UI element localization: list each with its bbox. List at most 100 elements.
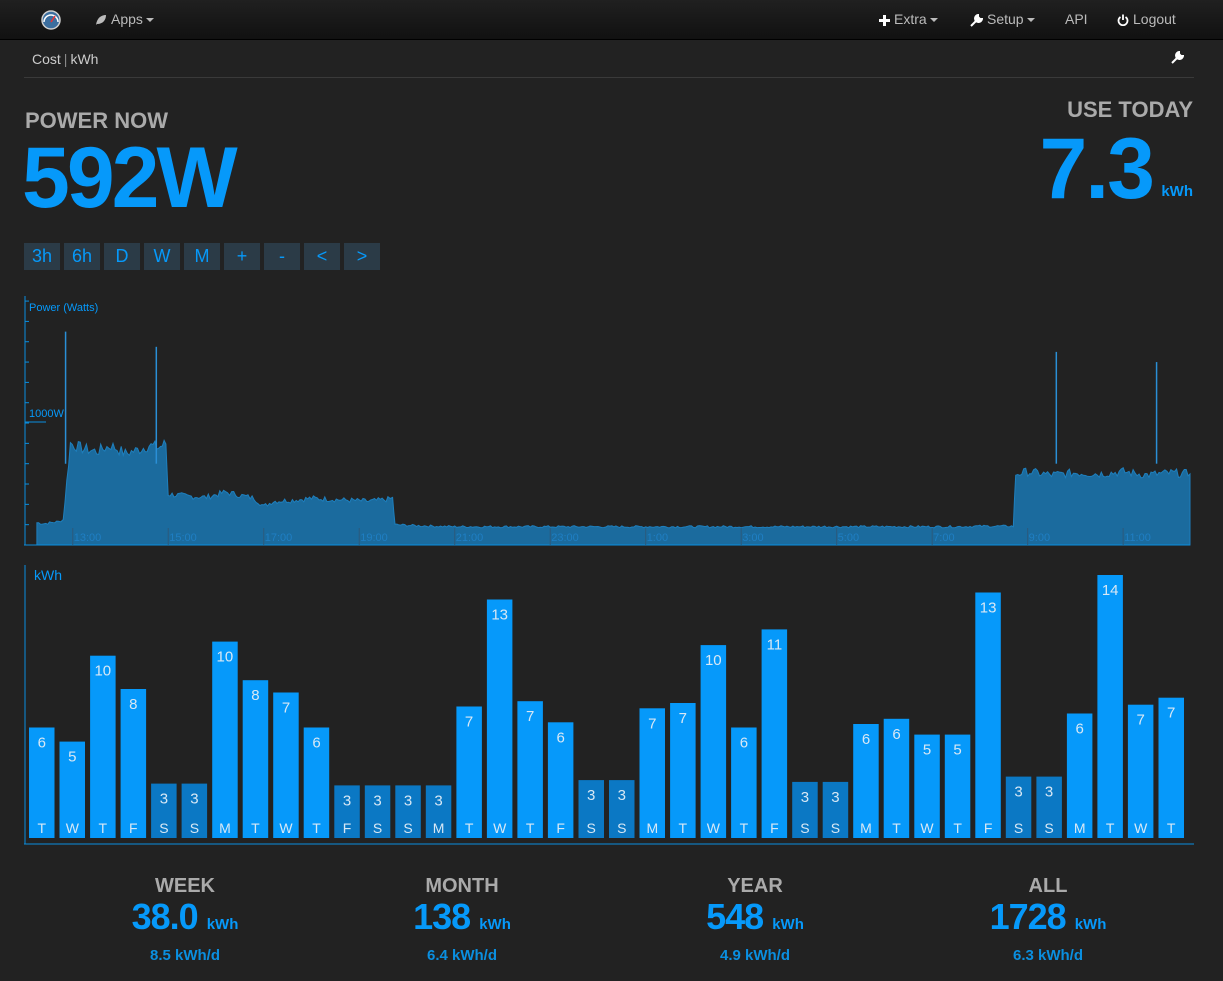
kwh-bar[interactable] — [120, 689, 147, 838]
kwh-bar[interactable] — [761, 629, 788, 838]
setup-menu-label: Setup — [987, 11, 1024, 27]
kwh-bar[interactable] — [1005, 776, 1032, 838]
range-6h-button[interactable]: 6h — [64, 243, 100, 270]
range-week-button[interactable]: W — [144, 243, 180, 270]
kwh-bar[interactable] — [273, 692, 299, 839]
kwh-bar[interactable] — [639, 708, 666, 838]
kwh-bar[interactable] — [914, 734, 940, 838]
range-day-button[interactable]: D — [104, 243, 140, 270]
kwh-bar[interactable] — [334, 785, 360, 838]
kwh-bar[interactable] — [303, 727, 330, 839]
kwh-bar[interactable] — [975, 592, 1001, 839]
power-chart[interactable]: Power (Watts) 1000W 13:00 15:00 17:00 19:00… — [24, 296, 1194, 546]
kwh-bar-value-label: 8 — [251, 687, 259, 704]
plus-icon — [879, 14, 890, 26]
kwh-bar-day-label: S — [159, 820, 168, 836]
summary-week-per-day: 8.5 kWh/d — [149, 947, 220, 964]
kwh-bar[interactable] — [425, 785, 452, 838]
wrench-icon — [1171, 50, 1185, 64]
home-logo-button[interactable] — [40, 0, 62, 39]
kwh-bar-day-label: M — [860, 820, 872, 836]
kwh-bar-value-label: 5 — [923, 742, 931, 759]
power-x-tick-label: 5:00 — [838, 532, 859, 544]
extra-menu[interactable]: Extra — [879, 0, 938, 39]
kwh-bar[interactable] — [486, 599, 513, 839]
kwh-bar-day-label: F — [129, 820, 138, 836]
kwh-bar[interactable] — [578, 780, 605, 838]
kwh-bar[interactable] — [364, 785, 391, 838]
kwh-bar-value-label: 3 — [1045, 784, 1053, 801]
kwh-bar-value-label: 7 — [1137, 712, 1145, 729]
apps-menu-label: Apps — [111, 11, 143, 27]
summary-week-value-row: 38.0 kWh — [75, 897, 295, 945]
apps-menu[interactable]: Apps — [95, 0, 154, 39]
kwh-bar-value-label: 3 — [434, 792, 442, 809]
range-3h-button[interactable]: 3h — [24, 243, 60, 270]
power-x-tick-label: 23:00 — [551, 532, 579, 544]
kwh-bar[interactable] — [29, 727, 55, 839]
kwh-bar[interactable] — [700, 645, 727, 838]
kwh-bar[interactable] — [151, 783, 177, 838]
power-x-tick-label: 3:00 — [742, 532, 763, 544]
kwh-bar[interactable] — [547, 722, 574, 838]
kwh-bar-value-label: 7 — [526, 708, 534, 725]
kwh-bar-value-label: 3 — [343, 792, 351, 809]
power-x-tick-label: 9:00 — [1029, 532, 1050, 544]
range-month-button[interactable]: M — [184, 243, 220, 270]
kwh-bar-value-label: 7 — [282, 700, 290, 717]
kwh-bar-value-label: 6 — [38, 735, 46, 752]
kwh-bar[interactable] — [59, 741, 86, 838]
kwh-bar[interactable] — [670, 703, 696, 838]
kwh-link[interactable]: kWh — [70, 51, 99, 67]
kwh-bar[interactable] — [609, 780, 635, 838]
power-y-axis-label: Power (Watts) — [29, 302, 98, 314]
config-button[interactable] — [1171, 50, 1185, 69]
kwh-bar[interactable] — [1127, 704, 1154, 838]
kwh-bar[interactable] — [517, 701, 543, 838]
kwh-bar[interactable] — [853, 724, 879, 838]
summary-week: WEEK 38.0 kWh 8.5 kWh/d — [75, 875, 295, 967]
power-x-tick-label: 17:00 — [265, 532, 293, 544]
kwh-bar[interactable] — [212, 641, 238, 838]
kwh-bar[interactable] — [242, 680, 269, 838]
cost-link[interactable]: Cost — [32, 51, 61, 67]
api-link[interactable]: API — [1065, 11, 1088, 27]
kwh-bar[interactable] — [1036, 776, 1062, 838]
kwh-bar-chart[interactable]: kWh 6 T 5 W 10 T 8 F 3 S 3 S 10 M 8 T 7 W 6 T 3 F 3 S 3 S 3 M 7 T 13 W 7… — [24, 565, 1194, 847]
kwh-bar[interactable] — [822, 781, 849, 838]
kwh-bar[interactable] — [944, 734, 971, 838]
kwh-bar[interactable] — [456, 706, 482, 839]
breadcrumb-text: Cost | kWh — [32, 51, 98, 67]
kwh-bar[interactable] — [395, 785, 421, 838]
summary-month-unit: kWh — [479, 916, 511, 933]
kwh-bar-day-label: S — [403, 820, 412, 836]
use-today-value: 7.3 — [1039, 121, 1155, 217]
kwh-bar[interactable] — [883, 718, 910, 838]
setup-menu[interactable]: Setup — [970, 0, 1035, 39]
kwh-bar-value-label: 8 — [129, 696, 137, 713]
kwh-bar[interactable] — [792, 781, 818, 838]
kwh-bar[interactable] — [1158, 697, 1185, 838]
kwh-bar-value-label: 6 — [862, 731, 870, 748]
kwh-bar[interactable] — [90, 655, 116, 838]
logout-link[interactable]: Logout — [1117, 0, 1176, 39]
summary-year-per-day: 4.9 kWh/d — [719, 947, 790, 964]
kwh-bar-day-label: M — [646, 820, 658, 836]
kwh-bar-value-label: 3 — [160, 791, 168, 808]
zoom-out-button[interactable]: - — [264, 243, 300, 270]
kwh-bar-day-label: W — [493, 820, 507, 836]
breadcrumb-separator: | — [63, 51, 68, 67]
kwh-bar-value-label: 10 — [217, 649, 234, 666]
kwh-bar-value-label: 6 — [312, 735, 320, 752]
zoom-in-button[interactable]: + — [224, 243, 260, 270]
use-today-label: USE TODAY — [1067, 97, 1193, 122]
kwh-bar-day-label: T — [465, 820, 474, 836]
kwh-bar-value-label: 3 — [373, 792, 381, 809]
kwh-bar-day-label: S — [587, 820, 596, 836]
pan-left-button[interactable]: < — [304, 243, 340, 270]
kwh-bar[interactable] — [181, 783, 208, 838]
kwh-bar[interactable] — [731, 727, 757, 839]
pan-right-button[interactable]: > — [344, 243, 380, 270]
kwh-bar[interactable] — [1066, 713, 1093, 839]
kwh-bar[interactable] — [1097, 575, 1123, 838]
